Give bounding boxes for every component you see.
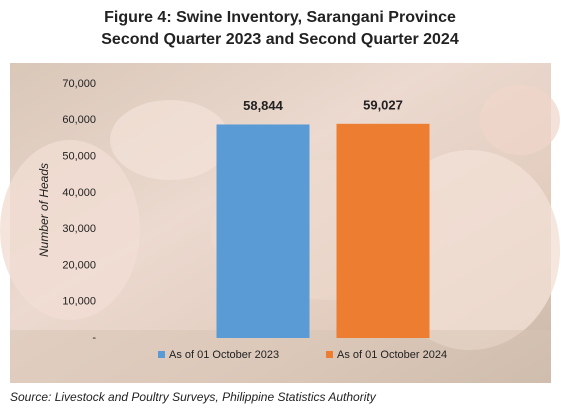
legend-marker <box>326 351 333 358</box>
data-label: 59,027 <box>363 97 403 112</box>
y-tick-label: 10,000 <box>62 296 96 308</box>
y-tick-label: 30,000 <box>62 223 96 235</box>
y-tick-label: 60,000 <box>62 114 96 126</box>
legend-label: As of 01 October 2024 <box>337 349 447 361</box>
y-axis-label: Number of Heads <box>37 163 51 257</box>
y-tick-label: 50,000 <box>62 150 96 162</box>
chart-subtitle: Second Quarter 2023 and Second Quarter 2… <box>101 31 459 48</box>
y-tick-label: 20,000 <box>62 259 96 271</box>
y-tick-label: 70,000 <box>62 78 96 90</box>
source-note: Source: Livestock and Poultry Surveys, P… <box>10 390 377 404</box>
chart-title: Figure 4: Swine Inventory, Sarangani Pro… <box>104 9 456 26</box>
data-label: 58,844 <box>243 98 284 113</box>
y-tick-label: - <box>92 332 96 344</box>
legend-label: As of 01 October 2023 <box>169 349 279 361</box>
legend-marker <box>158 351 165 358</box>
bar <box>216 124 310 338</box>
y-tick-label: 40,000 <box>62 187 96 199</box>
bar <box>336 123 430 338</box>
